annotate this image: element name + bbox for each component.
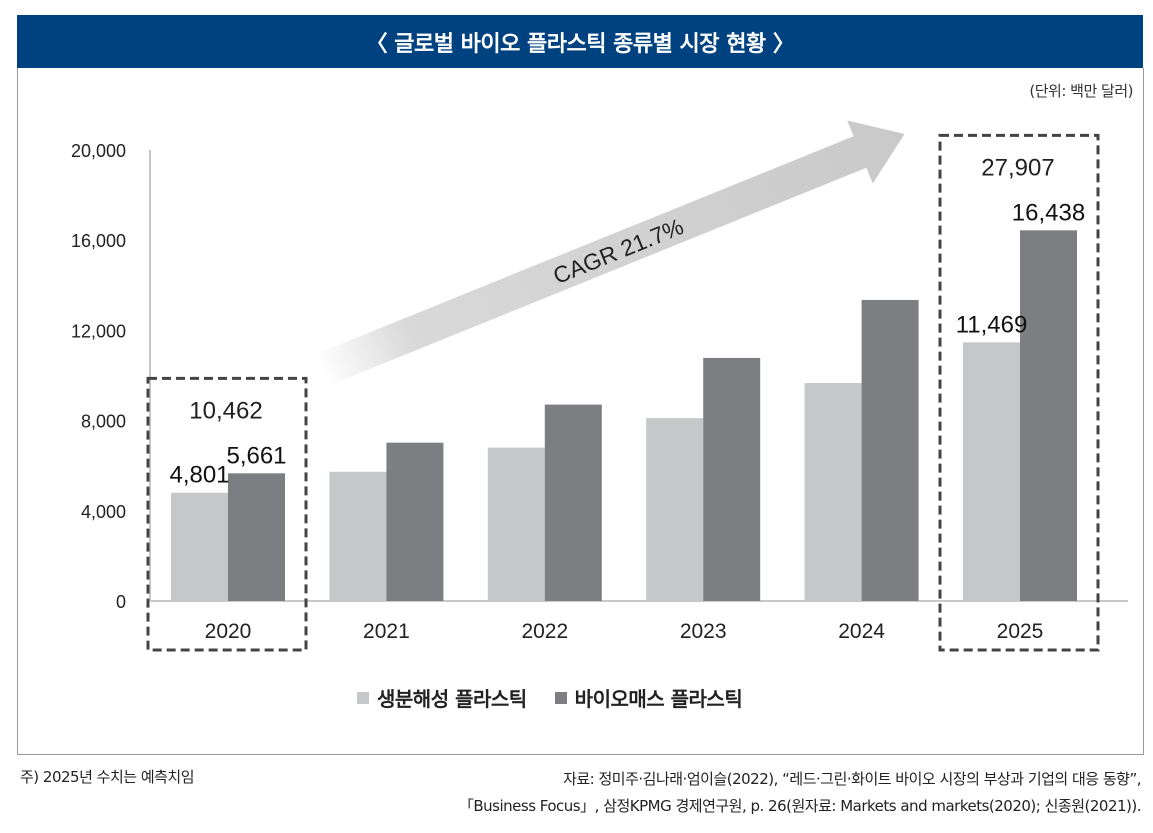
- legend-label-biomass: 바이오매스 플라스틱: [574, 687, 743, 711]
- y-tick-label: 16,000: [71, 231, 126, 251]
- bar-biodegradable-2021: [329, 471, 387, 601]
- y-tick-label: 4,000: [81, 502, 126, 522]
- legend-swatch-biodegradable: [357, 691, 369, 704]
- bar-biomass-2020: [228, 473, 285, 601]
- bars: 2020 2021 2022 2023 2024 2025: [171, 230, 1077, 643]
- data-label: 16,438: [1012, 199, 1085, 226]
- data-label: 5,661: [226, 442, 286, 469]
- legend-item-biodegradable: 생분해성 플라스틱: [357, 683, 527, 712]
- cagr-arrow: CAGR 21.7%: [315, 120, 905, 386]
- bar-biomass-2025: [1020, 230, 1077, 601]
- x-tick-label: 2025: [997, 620, 1044, 643]
- legend-swatch-biomass: [554, 691, 567, 704]
- chart-title: 〈 글로벌 바이오 플라스틱 종류별 시장 현황 〉: [365, 31, 795, 57]
- bar-biomass-2024: [861, 299, 919, 601]
- x-tick-label: 2024: [838, 620, 885, 643]
- highlight-box-2025: [938, 133, 1100, 652]
- total-label: 10,462: [189, 397, 262, 424]
- chart-title-bar: 〈 글로벌 바이오 플라스틱 종류별 시장 현황 〉: [17, 15, 1143, 68]
- source-line-1: 자료: 정미주·김나래·엄이슬(2022), “레드·그린·화이트 바이오 시장…: [563, 770, 1141, 788]
- unit-label: (단위: 백만 달러): [1029, 82, 1133, 100]
- cagr-arrow-shape: CAGR 21.7%: [315, 120, 905, 386]
- legend-label-biodegradable: 생분해성 플라스틱: [377, 687, 527, 711]
- y-tick-label: 20,000: [71, 141, 126, 161]
- x-tick-label: 2023: [680, 620, 727, 643]
- y-tick-label: 0: [116, 592, 126, 612]
- cagr-label: CAGR 21.7%: [549, 213, 687, 289]
- x-tick-label: 2021: [363, 620, 410, 643]
- y-tick-label: 8,000: [81, 412, 126, 432]
- bar-biodegradable-2025: [963, 342, 1020, 601]
- data-label: 11,469: [956, 311, 1028, 338]
- footnote: 주) 2025년 수치는 예측치임: [20, 768, 195, 786]
- highlight-box-2020: [146, 376, 308, 652]
- bar-biodegradable-2020: [171, 492, 228, 601]
- bar-biodegradable-2022: [487, 447, 545, 601]
- x-tick-label: 2020: [205, 620, 252, 643]
- bar-biomass-2021: [386, 442, 444, 601]
- legend: 생분해성 플라스틱 바이오매스 플라스틱: [357, 683, 743, 712]
- y-tick-label: 12,000: [71, 321, 126, 341]
- bar-biomass-2022: [544, 404, 602, 601]
- x-tick-label: 2022: [521, 620, 568, 643]
- source-line-2: 「Business Focus」, 삼정KPMG 경제연구원, p. 26(원자…: [458, 797, 1142, 815]
- bar-biodegradable-2024: [804, 382, 862, 601]
- bar-biomass-2023: [703, 357, 761, 601]
- total-label: 27,907: [981, 154, 1054, 181]
- legend-item-biomass: 바이오매스 플라스틱: [554, 683, 743, 712]
- cagr-arrow-body: [315, 120, 905, 386]
- chart-frame: [17, 68, 1144, 755]
- bar-biodegradable-2023: [646, 418, 704, 601]
- source-citation: 자료: 정미주·김나래·엄이슬(2022), “레드·그린·화이트 바이오 시장…: [458, 766, 1142, 820]
- data-label: 4,801: [169, 462, 229, 489]
- highlight-boxes: 10,462 27,907: [146, 133, 1100, 652]
